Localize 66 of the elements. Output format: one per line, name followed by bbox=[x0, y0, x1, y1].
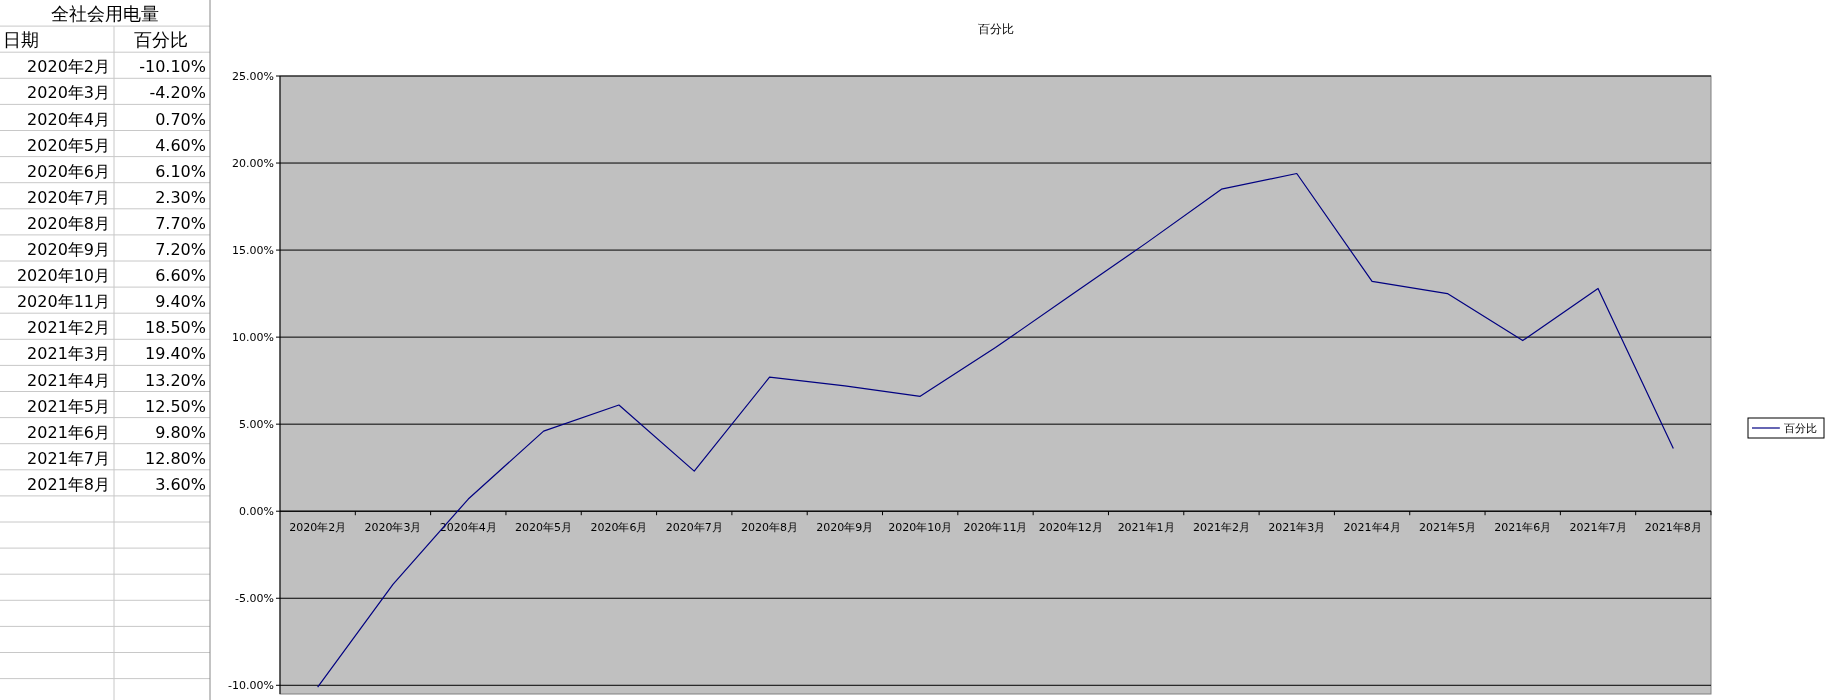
text: 2021年2月 bbox=[27, 318, 110, 338]
x-tick-label: 2020年6月 bbox=[590, 521, 648, 535]
text: 2020年5月 bbox=[27, 135, 110, 155]
text: 2020年11月 bbox=[16, 292, 110, 312]
text: 2020年10月 bbox=[16, 266, 110, 286]
x-tick-label: 2021年1月 bbox=[1117, 521, 1175, 535]
text: 12.50% bbox=[144, 396, 206, 416]
text: 2021年3月 bbox=[27, 344, 110, 364]
text: -10.10% bbox=[139, 57, 206, 77]
text: -4.20% bbox=[149, 83, 206, 103]
text: 日期 bbox=[3, 29, 39, 51]
x-tick-label: 2020年9月 bbox=[816, 521, 874, 535]
text: 12.80% bbox=[144, 448, 206, 468]
text: 百分比 bbox=[134, 29, 188, 51]
line-series bbox=[317, 172, 1674, 688]
text: 2021年8月 bbox=[27, 474, 110, 494]
x-tick-label: 2021年5月 bbox=[1418, 521, 1476, 535]
text: 2020年8月 bbox=[27, 213, 110, 233]
text: 2020年9月 bbox=[27, 240, 110, 259]
chart-title: 百分比 bbox=[977, 22, 1014, 36]
text: 3.60% bbox=[155, 474, 206, 494]
x-tick-label: 2020年10月 bbox=[888, 521, 953, 535]
text: 2021年4月 bbox=[27, 370, 110, 390]
text: 2.30% bbox=[155, 187, 206, 207]
x-tick-label: 2021年4月 bbox=[1343, 521, 1401, 535]
legend-label: 百分比 bbox=[1784, 422, 1817, 435]
text: 2021年5月 bbox=[27, 396, 110, 416]
text: 2020年2月 bbox=[27, 57, 110, 77]
x-tick-label: 2020年2月 bbox=[289, 521, 347, 535]
x-tick-label: 2020年3月 bbox=[364, 521, 422, 535]
text: 2020年7月 bbox=[27, 187, 110, 207]
y-tick-label: 25.00% bbox=[232, 70, 274, 83]
x-tick-label: 2021年8月 bbox=[1644, 521, 1702, 535]
text: 9.80% bbox=[155, 422, 206, 442]
text: 6.10% bbox=[155, 161, 206, 181]
text: 18.50% bbox=[144, 318, 206, 338]
text: 2021年6月 bbox=[27, 422, 110, 442]
x-tick-label: 2020年8月 bbox=[741, 521, 799, 535]
text: 7.70% bbox=[155, 213, 206, 233]
text: 6.60% bbox=[155, 266, 206, 286]
y-tick-label: -5.00% bbox=[235, 592, 274, 606]
text: 7.20% bbox=[155, 240, 206, 259]
x-tick-label: 2020年7月 bbox=[665, 521, 723, 535]
y-tick-label: -10.00% bbox=[228, 679, 274, 693]
text: 2020年6月 bbox=[27, 161, 110, 181]
y-tick-label: 20.00% bbox=[232, 157, 274, 171]
text: 0.70% bbox=[155, 109, 206, 129]
x-tick-label: 2020年12月 bbox=[1038, 521, 1103, 535]
x-tick-label: 2021年3月 bbox=[1268, 521, 1326, 535]
text: 全社会用电量 bbox=[51, 3, 159, 25]
text: 2020年3月 bbox=[27, 83, 110, 103]
y-tick-label: 0.00% bbox=[239, 505, 274, 519]
x-tick-label: 2020年5月 bbox=[515, 521, 573, 535]
text: 2021年7月 bbox=[27, 448, 110, 468]
text: 19.40% bbox=[144, 344, 206, 364]
text: 13.20% bbox=[144, 370, 206, 390]
text: 2020年4月 bbox=[27, 109, 110, 129]
x-tick-label: 2021年2月 bbox=[1192, 521, 1250, 535]
x-tick-label: 2021年7月 bbox=[1569, 521, 1627, 535]
text: 9.40% bbox=[155, 292, 206, 312]
x-tick-label: 2021年6月 bbox=[1494, 521, 1552, 535]
text: 4.60% bbox=[155, 135, 206, 155]
y-tick-label: 15.00% bbox=[232, 244, 274, 258]
x-tick-label: 2020年11月 bbox=[963, 521, 1028, 535]
y-tick-label: 5.00% bbox=[239, 418, 274, 432]
y-tick-label: 10.00% bbox=[232, 331, 274, 345]
